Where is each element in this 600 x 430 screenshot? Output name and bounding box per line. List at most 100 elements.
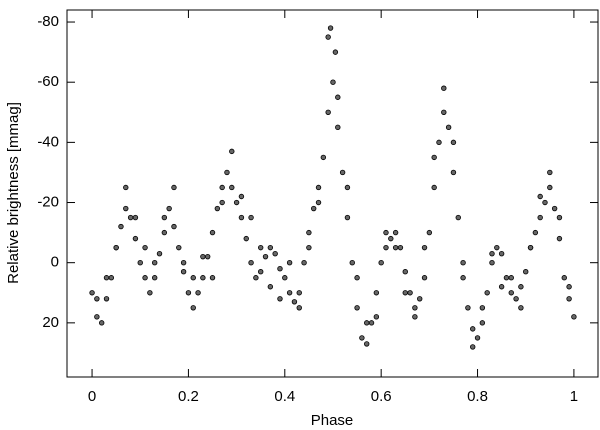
data-point <box>132 235 139 242</box>
y-tick-label: 20 <box>42 314 59 331</box>
data-point <box>383 229 389 236</box>
data-point <box>339 169 346 176</box>
data-point <box>103 275 110 281</box>
data-point <box>291 299 298 305</box>
data-point <box>392 229 399 236</box>
data-point <box>214 205 221 212</box>
data-point <box>190 275 196 281</box>
data-point <box>113 244 119 251</box>
data-point <box>470 326 476 332</box>
data-point <box>498 284 505 290</box>
data-point <box>426 229 433 236</box>
data-point <box>556 235 563 242</box>
data-point <box>373 314 380 320</box>
data-point <box>335 94 341 100</box>
x-tick-label: 1 <box>570 388 578 405</box>
data-point <box>383 244 389 251</box>
data-point <box>185 290 192 296</box>
data-point <box>527 244 534 251</box>
y-tick-label: -80 <box>37 13 59 30</box>
data-point <box>296 305 302 311</box>
data-point <box>94 314 100 320</box>
data-point <box>445 124 452 131</box>
data-point <box>460 275 466 281</box>
data-point <box>436 139 442 146</box>
y-tick-label: -20 <box>37 193 59 210</box>
data-point <box>209 229 216 236</box>
data-point <box>243 235 249 242</box>
data-point <box>219 184 225 191</box>
data-point <box>171 184 177 191</box>
data-point <box>103 296 110 302</box>
y-tick-label: 0 <box>51 254 59 271</box>
data-point <box>286 290 293 296</box>
y-axis-label: Relative brightness [mmag] <box>5 102 22 284</box>
data-point <box>474 335 481 341</box>
data-point <box>258 269 264 275</box>
data-point <box>306 244 312 251</box>
data-point <box>330 79 336 85</box>
data-point <box>277 266 283 272</box>
data-point <box>315 199 322 206</box>
data-point <box>296 290 302 296</box>
data-point <box>441 109 447 115</box>
data-point <box>431 184 437 191</box>
data-point <box>209 275 216 281</box>
data-point <box>253 275 259 281</box>
x-axis-label: Phase <box>311 412 354 429</box>
data-point <box>108 275 115 281</box>
data-point <box>156 250 163 257</box>
data-point <box>388 235 394 242</box>
y-tick-label: -40 <box>37 133 59 150</box>
data-point <box>489 250 495 257</box>
data-point <box>518 305 524 311</box>
data-point <box>407 290 413 296</box>
data-point <box>508 275 514 281</box>
x-tick-label: 0.6 <box>371 388 392 405</box>
data-point <box>147 290 153 296</box>
data-point <box>123 205 129 212</box>
data-point <box>89 290 95 296</box>
data-point <box>286 259 293 266</box>
data-point <box>571 314 577 320</box>
data-point <box>248 259 254 266</box>
data-point <box>465 305 471 311</box>
data-point <box>332 49 339 55</box>
data-point <box>354 305 360 311</box>
data-point <box>200 275 206 281</box>
x-tick-label: 0 <box>88 388 96 405</box>
data-point <box>417 296 423 302</box>
data-point <box>171 223 177 230</box>
data-point <box>494 244 500 251</box>
data-point <box>508 290 514 296</box>
data-point <box>518 284 524 290</box>
data-point <box>397 244 404 251</box>
data-point <box>190 305 196 311</box>
data-point <box>479 320 486 326</box>
data-point <box>267 244 274 251</box>
data-point <box>311 205 317 212</box>
data-point <box>364 341 370 347</box>
data-point <box>547 169 553 176</box>
data-point <box>137 259 143 266</box>
data-point <box>460 259 466 266</box>
data-point <box>151 259 158 266</box>
data-point <box>344 214 351 221</box>
data-point <box>542 199 548 206</box>
data-point <box>267 284 274 290</box>
data-point <box>224 169 230 176</box>
data-point <box>566 296 572 302</box>
data-point <box>503 275 510 281</box>
data-point <box>248 214 254 221</box>
data-point <box>523 269 529 275</box>
data-point <box>561 275 567 281</box>
data-point <box>127 214 134 221</box>
plot-frame <box>66 9 599 378</box>
data-point <box>327 25 334 31</box>
data-point <box>238 214 245 221</box>
data-point <box>551 205 558 212</box>
data-point <box>373 290 380 296</box>
data-point <box>412 305 418 311</box>
data-point <box>272 250 278 257</box>
data-point <box>94 296 100 302</box>
